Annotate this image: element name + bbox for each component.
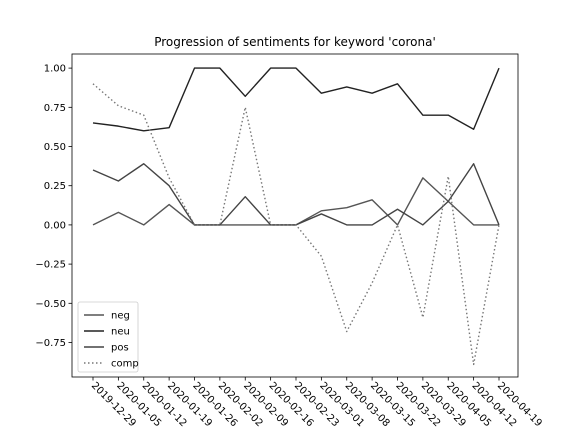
series-line-neg xyxy=(92,177,499,226)
y-tick-label: −0.25 xyxy=(35,260,66,271)
legend-box xyxy=(77,301,139,373)
chart-title: Progression of sentiments for keyword 'c… xyxy=(154,35,436,49)
y-tick-label: −0.75 xyxy=(35,338,66,349)
plot-frame xyxy=(71,53,519,378)
legend-label-neg: neg xyxy=(111,311,130,322)
y-tick-label: 0.25 xyxy=(44,181,66,192)
y-axis: 1.00 0.75 0.50 0.25 0.00 −0.25 −0.50 −0.75 xyxy=(35,64,72,349)
series-layer xyxy=(92,67,500,366)
y-tick-label: 0.75 xyxy=(44,103,66,114)
legend: neg neu pos comp xyxy=(77,301,139,373)
y-tick-label: 0.50 xyxy=(44,142,66,153)
y-tick-label: 0.00 xyxy=(44,220,66,231)
legend-label-comp: comp xyxy=(111,359,139,370)
series-line-neu xyxy=(92,67,500,132)
legend-label-pos: pos xyxy=(111,343,129,354)
y-tick-label: −0.50 xyxy=(35,299,66,310)
legend-label-neu: neu xyxy=(111,327,130,338)
y-tick-label: 1.00 xyxy=(44,64,66,75)
series-line-pos xyxy=(92,163,500,226)
x-axis: 2019-12-292020-01-052020-01-122020-01-19… xyxy=(89,377,544,429)
series-line-comp xyxy=(92,83,500,366)
